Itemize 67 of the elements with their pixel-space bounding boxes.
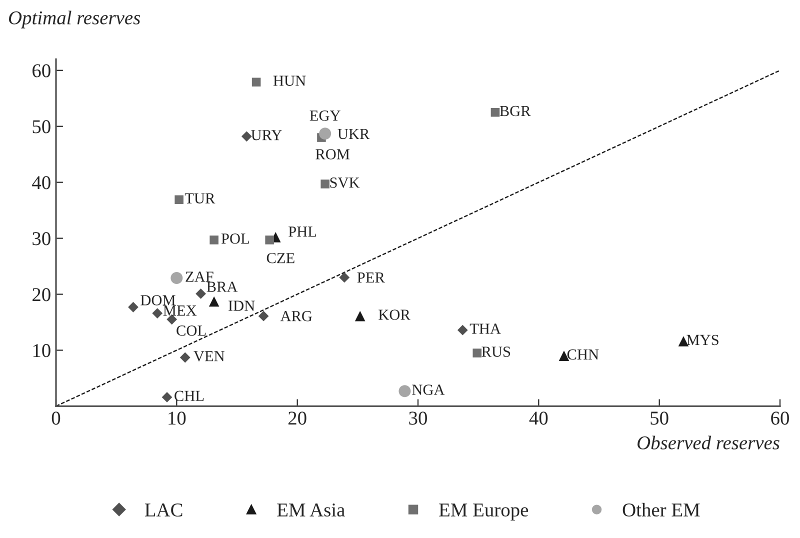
annotation: CZE — [266, 252, 294, 264]
y-tick-label: 10 — [33, 344, 50, 358]
annotation: HUN — [273, 76, 306, 86]
annotation: UKR — [338, 128, 370, 140]
point — [319, 128, 332, 140]
x-tick-label: 30 — [409, 412, 427, 425]
y-tick-label: 40 — [32, 176, 50, 190]
y-tick-label: 60 — [32, 64, 50, 78]
x-tick-label: 0 — [52, 412, 60, 425]
point — [398, 385, 411, 398]
legend-label: EM Europe — [439, 504, 528, 520]
x-tick-label: 60 — [771, 412, 789, 425]
point — [320, 180, 330, 188]
point — [162, 392, 172, 402]
annotation: BRA — [206, 282, 238, 292]
point — [252, 78, 261, 87]
point — [241, 131, 252, 142]
annotation: EGY — [310, 110, 340, 121]
y-tick-label: 20 — [32, 288, 50, 302]
y-axis-title: Optimal reserves — [8, 10, 140, 28]
x-axis-title: Observed reserves — [638, 436, 780, 450]
y-tick-label: 30 — [32, 232, 50, 246]
point — [354, 310, 366, 322]
point — [208, 296, 220, 307]
annotation: BGR — [500, 106, 531, 116]
legend-label: Other EM — [622, 502, 700, 517]
x-tick-label: 40 — [529, 412, 548, 425]
legend-label: LAC — [144, 503, 182, 517]
point — [265, 236, 274, 244]
point — [196, 288, 206, 299]
point — [210, 236, 218, 244]
annotation: VEN — [194, 351, 224, 362]
point — [490, 108, 500, 117]
annotation: POL — [221, 234, 249, 244]
annotation: MYS — [686, 334, 718, 346]
annotation: IDN — [228, 300, 255, 311]
annotation: THA — [470, 324, 501, 334]
annotation: CHN — [567, 349, 599, 360]
annotation: KOR — [378, 310, 410, 320]
point — [258, 310, 269, 322]
annotation: RUS — [482, 346, 510, 357]
point — [180, 352, 190, 363]
y-tick-label: 50 — [32, 120, 50, 134]
x-tick-label: 20 — [288, 412, 306, 425]
annotation: PHL — [288, 226, 316, 237]
annotation: URY — [251, 130, 282, 140]
annotation: PER — [357, 272, 385, 283]
point — [128, 302, 138, 312]
point — [339, 272, 350, 283]
annotation: SVK — [330, 178, 360, 188]
point — [170, 272, 183, 284]
x-tick-label: 10 — [168, 412, 186, 425]
annotation: TUR — [184, 193, 216, 204]
annotation: DOM — [140, 295, 176, 306]
annotation: COL — [176, 325, 206, 336]
annotation: MEX — [163, 306, 197, 316]
annotation: NGA — [412, 384, 445, 395]
x-tick-label: 50 — [650, 412, 668, 425]
legend-label: EM Asia — [277, 503, 345, 517]
point — [457, 324, 468, 336]
point — [472, 348, 482, 358]
point — [174, 195, 184, 204]
annotation: ZAF — [186, 272, 214, 282]
annotation: CHL — [174, 390, 204, 402]
annotation: ARG — [280, 311, 312, 322]
annotation: ROM — [316, 149, 350, 160]
point — [152, 308, 163, 318]
